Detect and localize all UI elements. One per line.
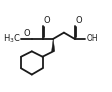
Text: O: O [43, 16, 49, 25]
Text: $\mathdefault{H_3C}$: $\mathdefault{H_3C}$ [3, 33, 20, 45]
Text: O: O [74, 16, 81, 25]
Text: O: O [23, 29, 30, 38]
Text: OH: OH [85, 34, 97, 43]
Polygon shape [51, 39, 54, 51]
